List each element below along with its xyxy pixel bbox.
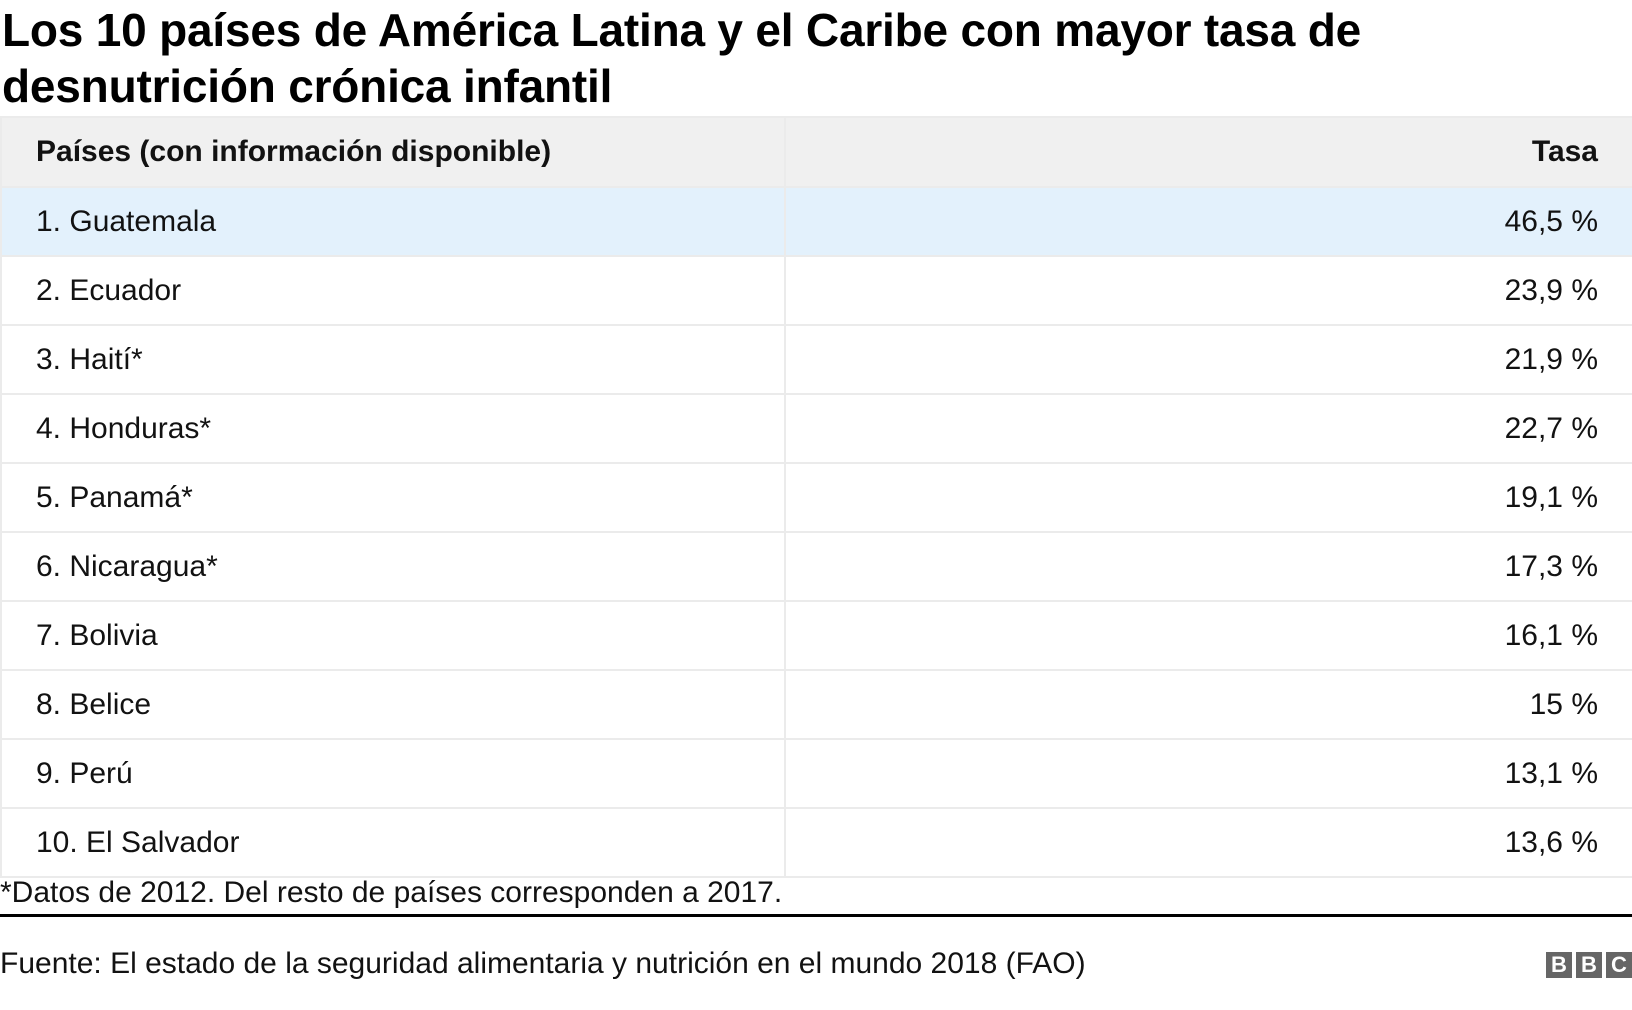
country-cell: 8. Belice	[0, 669, 786, 740]
rate-cell: 19,1 %	[784, 462, 1632, 533]
rate-cell: 17,3 %	[784, 531, 1632, 602]
logo-letter: B	[1546, 952, 1572, 978]
table-row: 2. Ecuador 23,9 %	[0, 255, 1632, 326]
rate-cell: 46,5 %	[784, 186, 1632, 257]
country-cell: 3. Haití*	[0, 324, 786, 395]
rate-cell: 15 %	[784, 669, 1632, 740]
table-row: 7. Bolivia 16,1 %	[0, 600, 1632, 671]
rate-cell: 13,6 %	[784, 807, 1632, 878]
table-row: 3. Haití* 21,9 %	[0, 324, 1632, 395]
rate-cell: 21,9 %	[784, 324, 1632, 395]
logo-letter: C	[1606, 952, 1632, 978]
page-title: Los 10 países de América Latina y el Car…	[2, 4, 1362, 112]
table-row: 9. Perú 13,1 %	[0, 738, 1632, 809]
column-header-rate: Tasa	[784, 116, 1632, 188]
rate-cell: 22,7 %	[784, 393, 1632, 464]
country-cell: 5. Panamá*	[0, 462, 786, 533]
table-row: 10. El Salvador 13,6 %	[0, 807, 1632, 878]
rate-cell: 13,1 %	[784, 738, 1632, 809]
source-note: Fuente: El estado de la seguridad alimen…	[0, 947, 1086, 980]
rate-cell: 16,1 %	[784, 600, 1632, 671]
country-cell: 1. Guatemala	[0, 186, 786, 257]
logo-letter: B	[1576, 952, 1602, 978]
data-table-container: Países (con información disponible) Tasa…	[0, 116, 1632, 878]
table-row: 4. Honduras* 22,7 %	[0, 393, 1632, 464]
country-cell: 7. Bolivia	[0, 600, 786, 671]
table-row: 8. Belice 15 %	[0, 669, 1632, 740]
country-cell: 4. Honduras*	[0, 393, 786, 464]
country-cell: 2. Ecuador	[0, 255, 786, 326]
footnote: *Datos de 2012. Del resto de países corr…	[0, 876, 783, 909]
table-row: 5. Panamá* 19,1 %	[0, 462, 1632, 533]
table-row: 1. Guatemala 46,5 %	[0, 186, 1632, 257]
bbc-logo: B B C	[1546, 952, 1632, 978]
table-header-row: Países (con información disponible) Tasa	[0, 116, 1632, 188]
table-row: 6. Nicaragua* 17,3 %	[0, 531, 1632, 602]
rate-cell: 23,9 %	[784, 255, 1632, 326]
column-header-country: Países (con información disponible)	[0, 116, 786, 188]
countries-table: Países (con información disponible) Tasa…	[0, 116, 1632, 878]
country-cell: 9. Perú	[0, 738, 786, 809]
country-cell: 6. Nicaragua*	[0, 531, 786, 602]
country-cell: 10. El Salvador	[0, 807, 786, 878]
divider	[0, 914, 1632, 917]
